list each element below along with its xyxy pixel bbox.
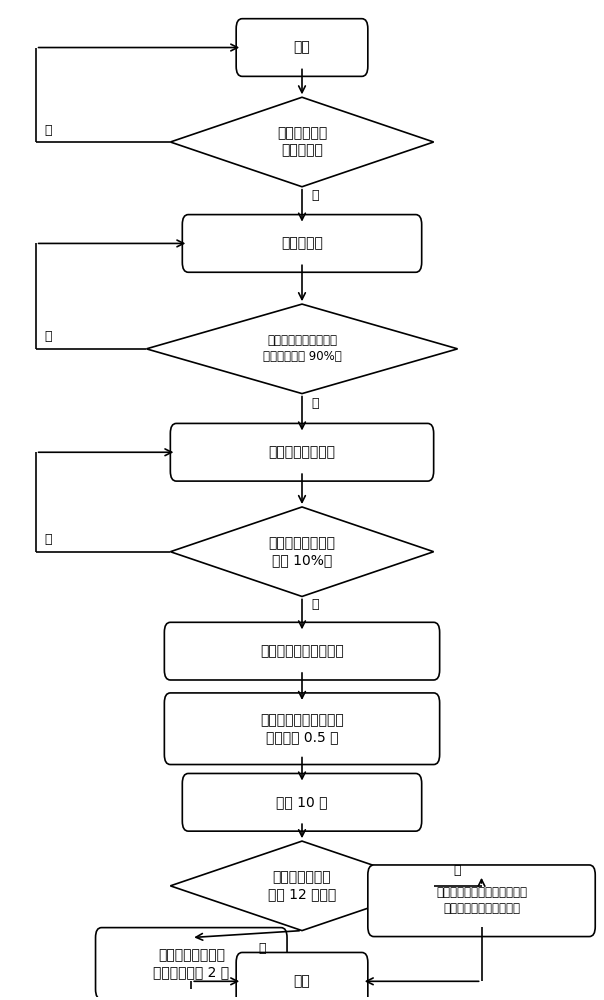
FancyBboxPatch shape [236, 19, 368, 76]
Text: 电机母线电压超过高压
动力电池电压 90%？: 电机母线电压超过高压 动力电池电压 90%？ [263, 334, 341, 363]
Text: 等待 10 秒: 等待 10 秒 [276, 795, 328, 809]
FancyBboxPatch shape [164, 622, 440, 680]
Text: 否: 否 [45, 330, 52, 343]
FancyBboxPatch shape [164, 693, 440, 765]
Polygon shape [170, 507, 434, 596]
Text: 系统高压上电
条件满足？: 系统高压上电 条件满足？ [277, 126, 327, 158]
Text: 否: 否 [454, 864, 461, 877]
FancyBboxPatch shape [170, 423, 434, 481]
Text: 系统高压上电完成: 系统高压上电完成 [269, 445, 335, 459]
Polygon shape [170, 97, 434, 187]
FancyBboxPatch shape [95, 928, 287, 999]
Polygon shape [146, 304, 458, 394]
Text: 是: 是 [311, 397, 318, 410]
Text: 高压动力电池电量
大于 10%？: 高压动力电池电量 大于 10%？ [269, 536, 335, 567]
FancyBboxPatch shape [182, 215, 422, 272]
Text: 蓄电池直流充电机使能: 蓄电池直流充电机使能 [260, 644, 344, 658]
Text: 开始: 开始 [294, 41, 310, 55]
FancyBboxPatch shape [236, 952, 368, 1000]
Text: 结束: 结束 [294, 974, 310, 988]
Text: 是: 是 [311, 189, 318, 202]
Text: 否: 否 [45, 533, 52, 546]
Text: 系统上高压: 系统上高压 [281, 236, 323, 250]
Text: 低压蓄电池电压滤波，
滤波常数 0.5 秒: 低压蓄电池电压滤波， 滤波常数 0.5 秒 [260, 713, 344, 744]
Text: 关闭蓄电池直流充电机使能，
报蓄电池直流充电机故障: 关闭蓄电池直流充电机使能， 报蓄电池直流充电机故障 [436, 886, 527, 915]
FancyBboxPatch shape [182, 773, 422, 831]
Polygon shape [170, 841, 434, 931]
Text: 是: 是 [259, 942, 266, 955]
Text: 是: 是 [311, 598, 318, 611]
Text: 低压蓄电池电压滤
波，滤波常数 2 秒: 低压蓄电池电压滤 波，滤波常数 2 秒 [153, 948, 230, 979]
Text: 低压蓄电池电压
大于 12 伏特？: 低压蓄电池电压 大于 12 伏特？ [268, 870, 336, 901]
Text: 否: 否 [45, 124, 52, 137]
FancyBboxPatch shape [368, 865, 595, 937]
